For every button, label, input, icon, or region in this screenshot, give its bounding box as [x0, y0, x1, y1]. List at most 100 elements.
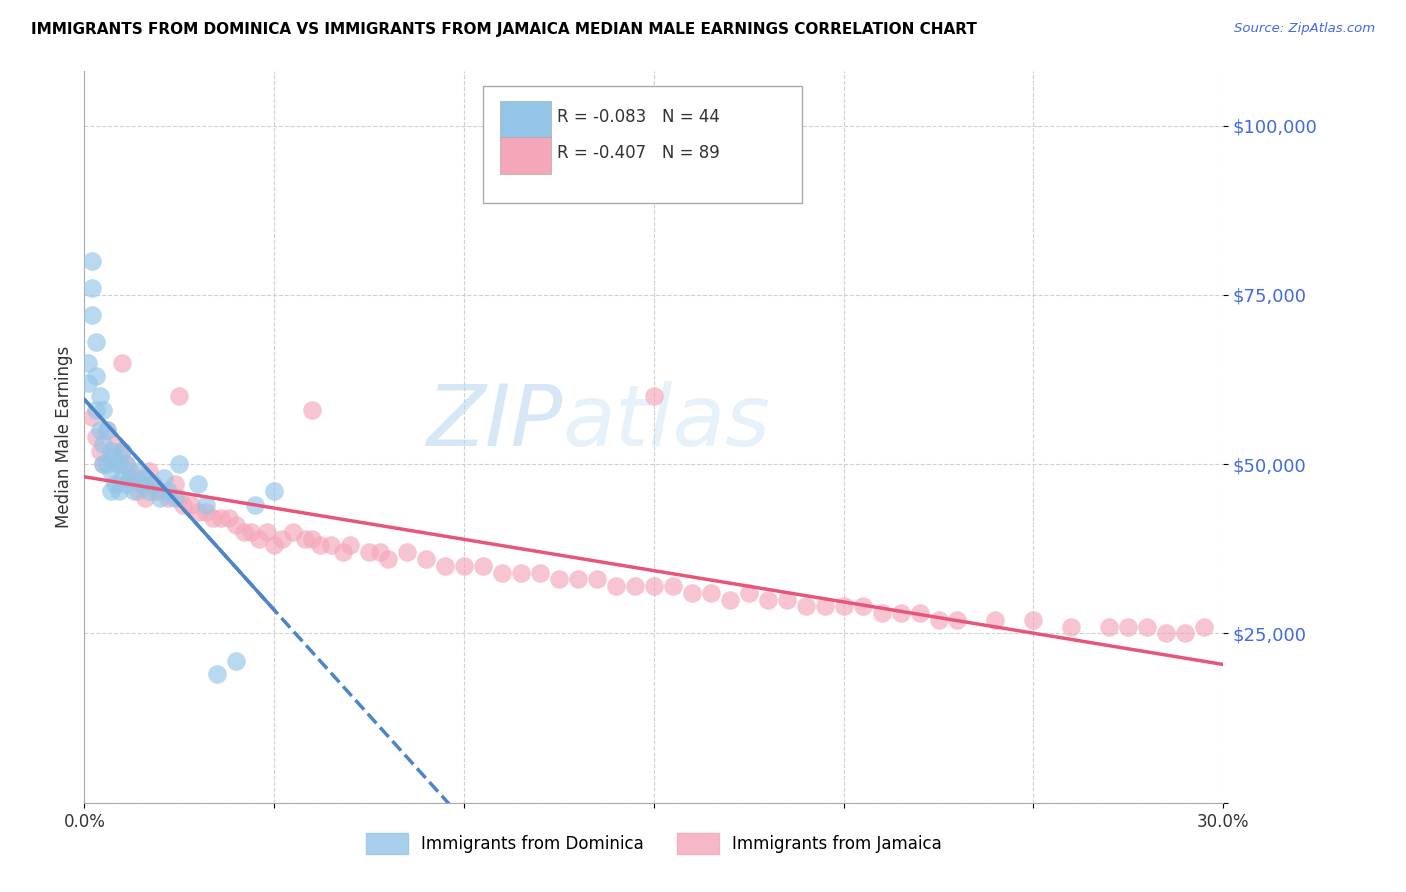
Point — [472, 558, 495, 573]
Point — [149, 491, 172, 505]
Point — [142, 477, 165, 491]
Point — [700, 586, 723, 600]
Point — [104, 477, 127, 491]
Point — [111, 443, 134, 458]
Point — [396, 545, 419, 559]
Point — [567, 572, 589, 586]
Point — [662, 579, 685, 593]
Point — [145, 484, 167, 499]
Point — [377, 552, 399, 566]
Point — [263, 484, 285, 499]
Point — [776, 592, 799, 607]
Point — [908, 606, 931, 620]
Point — [107, 457, 129, 471]
Point — [89, 423, 111, 437]
Point — [890, 606, 912, 620]
Point — [1118, 620, 1140, 634]
Point — [142, 477, 165, 491]
Point — [134, 491, 156, 505]
Point — [339, 538, 361, 552]
Point — [294, 532, 316, 546]
Point — [586, 572, 609, 586]
Point — [756, 592, 779, 607]
Point — [832, 599, 855, 614]
Point — [1194, 620, 1216, 634]
Point — [104, 450, 127, 465]
Point — [415, 552, 437, 566]
Point — [104, 437, 127, 451]
Point — [245, 498, 267, 512]
Point — [643, 389, 665, 403]
Point — [491, 566, 513, 580]
Point — [84, 369, 107, 384]
Point — [172, 498, 194, 512]
Point — [207, 667, 229, 681]
Point — [301, 532, 323, 546]
Point — [870, 606, 893, 620]
Point — [122, 484, 145, 499]
Point — [225, 518, 247, 533]
Point — [1098, 620, 1121, 634]
Point — [263, 538, 285, 552]
Point — [156, 484, 179, 499]
Point — [169, 491, 191, 505]
Point — [96, 457, 118, 471]
Point — [77, 355, 100, 369]
Text: atlas: atlas — [562, 381, 770, 464]
Y-axis label: Median Male Earnings: Median Male Earnings — [55, 346, 73, 528]
Point — [1060, 620, 1083, 634]
Point — [169, 389, 191, 403]
FancyBboxPatch shape — [501, 137, 551, 174]
Point — [194, 505, 217, 519]
Point — [111, 355, 134, 369]
Point — [100, 443, 122, 458]
Point — [232, 524, 254, 539]
Point — [153, 471, 176, 485]
Point — [111, 443, 134, 458]
Point — [1022, 613, 1045, 627]
Text: IMMIGRANTS FROM DOMINICA VS IMMIGRANTS FROM JAMAICA MEDIAN MALE EARNINGS CORRELA: IMMIGRANTS FROM DOMINICA VS IMMIGRANTS F… — [31, 22, 977, 37]
Point — [107, 457, 129, 471]
Point — [93, 403, 115, 417]
Point — [115, 457, 138, 471]
Point — [156, 491, 179, 505]
Point — [84, 430, 107, 444]
Point — [122, 471, 145, 485]
Text: R = -0.083   N = 44: R = -0.083 N = 44 — [557, 108, 720, 126]
Point — [180, 498, 202, 512]
Point — [529, 566, 551, 580]
Point — [202, 511, 225, 525]
Point — [115, 457, 138, 471]
Text: R = -0.407   N = 89: R = -0.407 N = 89 — [557, 145, 720, 162]
Point — [84, 335, 107, 350]
Point — [100, 464, 122, 478]
Point — [852, 599, 875, 614]
Point — [370, 545, 392, 559]
Legend: Immigrants from Dominica, Immigrants from Jamaica: Immigrants from Dominica, Immigrants fro… — [359, 827, 949, 860]
Point — [80, 308, 103, 322]
Point — [80, 254, 103, 268]
Point — [814, 599, 837, 614]
FancyBboxPatch shape — [501, 101, 551, 137]
Point — [434, 558, 457, 573]
Point — [225, 654, 247, 668]
Point — [1174, 626, 1197, 640]
Point — [1156, 626, 1178, 640]
Point — [131, 477, 153, 491]
Point — [643, 579, 665, 593]
Point — [1136, 620, 1159, 634]
Point — [165, 477, 187, 491]
Point — [89, 389, 111, 403]
Point — [127, 464, 149, 478]
Point — [738, 586, 761, 600]
Point — [89, 443, 111, 458]
Point — [308, 538, 330, 552]
Point — [359, 545, 381, 559]
Point — [194, 498, 217, 512]
Point — [928, 613, 950, 627]
Point — [115, 477, 138, 491]
Point — [332, 545, 354, 559]
Point — [80, 281, 103, 295]
Point — [946, 613, 969, 627]
Point — [247, 532, 270, 546]
